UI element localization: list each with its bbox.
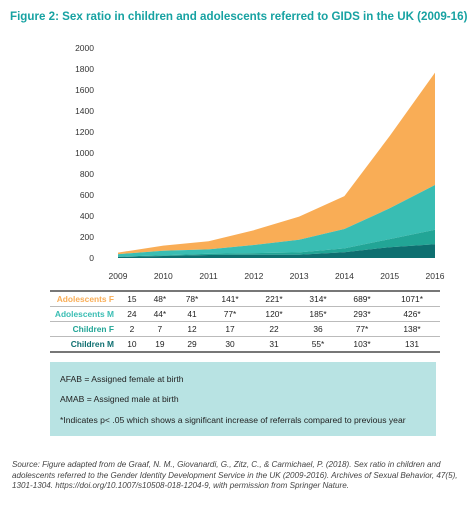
table-row: Children F 2 7 12 17 22 36 77* 138* (50, 322, 440, 337)
table-cell: 44* (153, 309, 167, 319)
x-tick-label: 2009 (109, 271, 128, 281)
table-cell: 10 (127, 339, 137, 349)
chart-title: Figure 2: Sex ratio in children and adol… (10, 10, 468, 23)
table-cell: 185* (309, 309, 327, 319)
table-cell: 29 (187, 339, 197, 349)
row-label: Children F (72, 324, 114, 334)
source-citation: Source: Figure adapted from de Graaf, N.… (12, 460, 458, 491)
data-table: Adolescents F 15 48* 78* 141* 221* 314* 689* 107… (50, 290, 440, 353)
table-cell: 120* (265, 309, 283, 319)
table-cell: 17 (225, 324, 235, 334)
plot-areas (118, 72, 435, 258)
afab-note: AFAB = Assigned female at birth (60, 374, 184, 384)
table-cell: 426* (403, 309, 421, 319)
area-children-m (118, 244, 435, 258)
y-tick-label: 600 (80, 190, 94, 200)
x-tick-label: 2016 (426, 271, 445, 281)
x-tick-label: 2012 (244, 271, 263, 281)
table-cell: 314* (309, 294, 327, 304)
table-cell: 221* (265, 294, 283, 304)
table-cell: 131 (405, 339, 419, 349)
table-cell: 1071* (401, 294, 423, 304)
table-cell: 36 (313, 324, 323, 334)
x-tick-label: 2013 (290, 271, 309, 281)
table-cell: 55* (311, 339, 325, 349)
area-adolescents-m (118, 185, 435, 257)
y-tick-label: 0 (89, 253, 94, 263)
table-cell: 48* (153, 294, 167, 304)
table-cell: 12 (187, 324, 197, 334)
y-tick-label: 1400 (75, 106, 94, 116)
y-tick-label: 200 (80, 232, 94, 242)
table-row: Children M 10 19 29 30 31 55* 103* 131 (50, 337, 440, 352)
table-cell: 689* (353, 294, 371, 304)
table-cell: 7 (157, 324, 163, 334)
significance-note: *Indicates p< .05 which shows a signific… (60, 415, 406, 425)
row-label: Adolescents M (54, 309, 114, 319)
table-cell: 24 (127, 309, 137, 319)
table-row: Adolescents F 15 48* 78* 141* 221* 314* 689* 107… (50, 291, 440, 307)
table-cell: 77* (223, 309, 237, 319)
amab-note: AMAB = Assigned male at birth (60, 394, 179, 404)
area-chart: 0 200 400 600 800 1000 1200 1400 1600 1800 2000 20… (75, 43, 445, 281)
table-cell: 293* (353, 309, 371, 319)
table-cell: 31 (269, 339, 279, 349)
table-cell: 30 (225, 339, 235, 349)
x-tick-label: 2015 (380, 271, 399, 281)
y-tick-label: 1200 (75, 127, 94, 137)
y-axis: 0 200 400 600 800 1000 1200 1400 1600 1800 2000 (75, 43, 94, 263)
table-cell: 22 (269, 324, 279, 334)
y-tick-label: 400 (80, 211, 94, 221)
area-adolescents-f (118, 72, 435, 255)
x-tick-label: 2014 (335, 271, 354, 281)
y-tick-label: 800 (80, 169, 94, 179)
table-cell: 2 (129, 324, 135, 334)
area-children-f (118, 229, 435, 257)
y-tick-label: 1000 (75, 148, 94, 158)
table-cell: 103* (353, 339, 371, 349)
y-tick-label: 1800 (75, 64, 94, 74)
x-axis: 2009 2010 2011 2012 2013 2014 2015 2016 (109, 271, 445, 281)
y-tick-label: 2000 (75, 43, 94, 53)
y-tick-label: 1600 (75, 85, 94, 95)
table-cell: 78* (185, 294, 199, 304)
table-cell: 15 (127, 294, 137, 304)
table-cell: 141* (221, 294, 239, 304)
row-label: Children M (70, 339, 114, 349)
x-tick-label: 2010 (154, 271, 173, 281)
table-cell: 138* (403, 324, 421, 334)
notes-box: AFAB = Assigned female at birth AMAB = A… (50, 362, 436, 436)
x-tick-label: 2011 (199, 271, 218, 281)
table-row: Adolescents M 24 44* 41 77* 120* 185* 293* 426* (50, 307, 440, 322)
row-label: Adolescents F (56, 294, 114, 304)
table-cell: 19 (155, 339, 165, 349)
table-cell: 77* (355, 324, 369, 334)
table-cell: 41 (187, 309, 197, 319)
